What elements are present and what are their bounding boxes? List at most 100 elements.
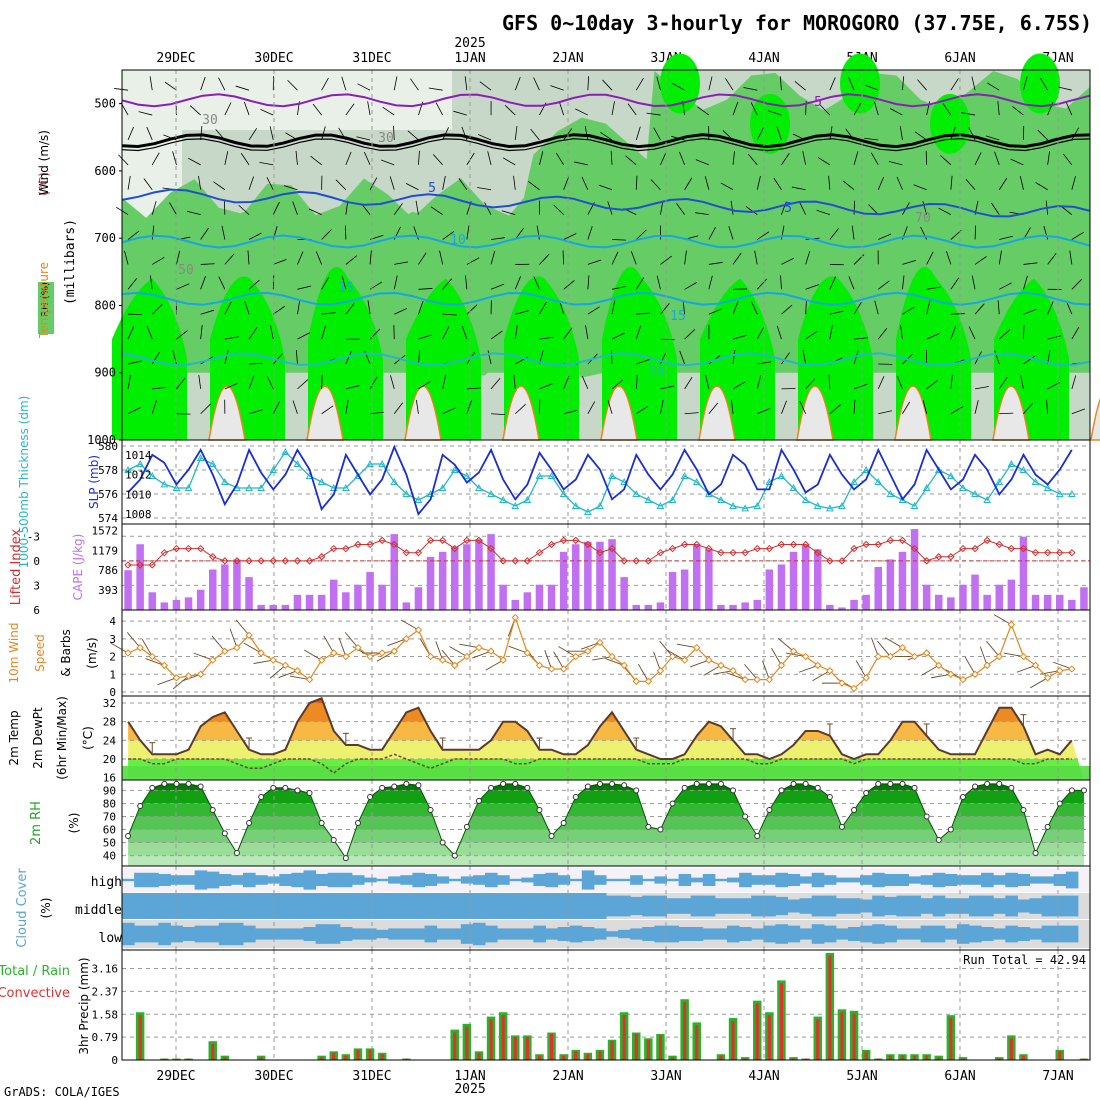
cloud-cover-bar — [485, 893, 498, 919]
wind-barb — [514, 325, 518, 340]
wind-barb — [562, 250, 565, 265]
cloud-cover-bar — [739, 927, 752, 941]
wind-barb — [902, 401, 911, 414]
cloud-cover-bar — [714, 928, 728, 940]
wind-speed-point — [378, 649, 386, 657]
wind-barb — [393, 402, 404, 415]
cloud-cover-bar — [763, 925, 776, 943]
wind-barb — [672, 83, 685, 91]
wind-barb — [442, 231, 455, 240]
wind-speed-point — [838, 679, 846, 687]
wind-barb — [780, 275, 782, 290]
rh-point — [1008, 784, 1015, 791]
wind-speed-point — [535, 661, 544, 670]
cloud-cover-bar — [158, 874, 171, 886]
thickness-point — [366, 459, 374, 467]
wind-barb — [310, 155, 322, 166]
rh-band — [128, 855, 1085, 866]
wind-barb — [110, 642, 129, 654]
wind-barb — [684, 376, 693, 390]
wind-barb — [584, 126, 589, 141]
cloud-cover-bar — [170, 875, 183, 885]
cloud-level-label: high — [91, 875, 122, 890]
wind-barb — [211, 635, 226, 652]
wind-barb — [998, 177, 1008, 190]
wind-barb — [393, 275, 398, 290]
wind-barb — [555, 152, 564, 166]
cape-bar — [1043, 594, 1052, 610]
wind-barb — [985, 135, 1000, 141]
rh-point — [354, 820, 361, 826]
rh-point — [427, 806, 434, 813]
thickness-point — [801, 495, 810, 503]
temp-tick-label: 20 — [103, 753, 116, 766]
cloud-cover-bar — [364, 877, 377, 883]
pressure-tick-label: 600 — [94, 164, 116, 178]
cloud-cover-bar — [787, 899, 801, 913]
axis-title: Wind (m/s) — [37, 130, 51, 195]
cloud-cover-bar — [230, 893, 244, 919]
slp-tick-label: 1008 — [125, 508, 152, 521]
cloud-cover-bar — [727, 898, 740, 914]
cape-bar — [692, 544, 701, 610]
wind-barb — [708, 308, 722, 315]
li-tick-label: -3 — [27, 530, 40, 543]
wind-barb — [243, 642, 262, 654]
cloud-cover-bar — [969, 895, 982, 917]
near-surface-dry-pocket — [208, 385, 246, 441]
wind-barb — [781, 225, 785, 240]
wind-barb — [974, 225, 977, 240]
thickness-point — [753, 501, 762, 509]
wind-tick-label: 4 — [109, 615, 116, 628]
thickness-point — [172, 483, 181, 491]
cape-bar — [535, 584, 544, 610]
precip-convective-bar — [513, 1036, 517, 1060]
cloud-cover-bar — [206, 871, 220, 889]
wind-barb — [127, 175, 131, 190]
precip-convective-bar — [465, 1026, 469, 1060]
precip-convective-bar — [912, 1055, 917, 1060]
near-surface-dry-pocket — [796, 385, 834, 441]
wind-barb — [321, 77, 329, 91]
wind-speed-point — [426, 652, 435, 661]
wind-speed-point — [632, 677, 640, 686]
top-date-label: 29DEC — [156, 51, 195, 66]
wind-barb — [514, 76, 521, 91]
precip-convective-bar — [816, 1019, 820, 1060]
wind-barb — [611, 332, 625, 340]
wind-barb — [728, 226, 734, 240]
li-point — [596, 548, 604, 557]
rh-band — [128, 829, 1085, 843]
wind-barb — [855, 660, 867, 679]
thickness-point — [1019, 465, 1028, 473]
cloud-cover-bar — [509, 928, 522, 940]
wind-barb — [151, 225, 155, 240]
cloud-cover-bar — [884, 925, 897, 943]
cloud-cover-bar — [267, 876, 280, 884]
wind-barb — [266, 376, 274, 390]
wind-barb — [776, 126, 782, 141]
cloud-cover-bar — [170, 893, 183, 919]
wind-barb — [630, 251, 637, 265]
cloud-cover-bar — [400, 928, 413, 940]
wind-barb — [922, 400, 928, 414]
wind-barb — [684, 282, 698, 290]
cloud-cover-bar — [896, 895, 909, 917]
axis-title: & Barbs — [59, 629, 73, 677]
cloud-cover-bar — [376, 893, 389, 919]
rh-point — [475, 797, 482, 804]
precip-convective-bar — [537, 1055, 542, 1060]
wind-speed-point — [765, 675, 774, 684]
wind-barb — [141, 638, 153, 657]
cape-bar — [378, 584, 386, 610]
precip-tick-label: 3.16 — [92, 963, 119, 976]
cape-bar — [426, 556, 435, 610]
thickness-point — [668, 495, 677, 503]
wind-barb — [151, 201, 157, 215]
wind-barb — [297, 379, 309, 390]
wind-barb — [553, 651, 565, 670]
wind-barb — [335, 179, 347, 191]
wind-speed-point — [559, 665, 568, 673]
wind-barb — [828, 175, 831, 190]
cloud-cover-bar — [291, 893, 304, 919]
